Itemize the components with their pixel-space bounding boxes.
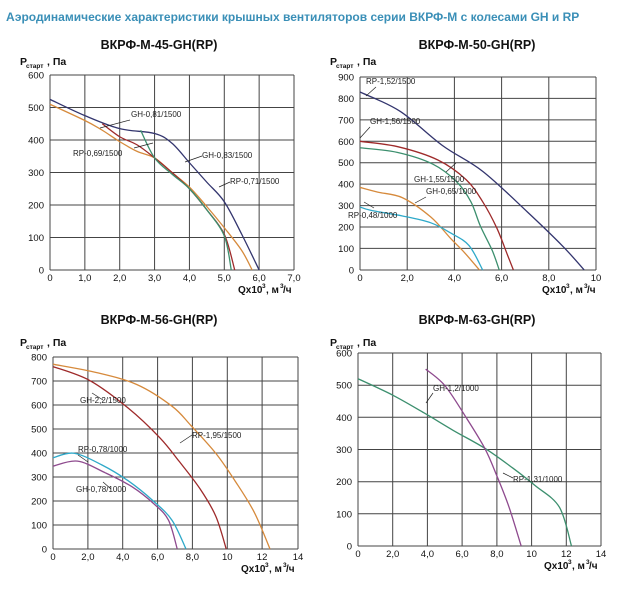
svg-text:6,0: 6,0: [495, 273, 508, 284]
svg-text:10: 10: [591, 273, 602, 284]
svg-text:0: 0: [50, 552, 55, 563]
svg-text:GH-0,81/1500: GH-0,81/1500: [131, 110, 182, 119]
svg-text:400: 400: [28, 136, 44, 147]
svg-text:200: 200: [336, 477, 352, 488]
svg-text:0: 0: [42, 545, 47, 556]
svg-text:GH-1,2/1000: GH-1,2/1000: [433, 384, 479, 393]
svg-text:2,0: 2,0: [386, 549, 399, 560]
svg-text:600: 600: [31, 401, 47, 412]
svg-text:, Па: , Па: [357, 337, 376, 349]
svg-text:, Па: , Па: [47, 56, 66, 68]
svg-text:0: 0: [349, 266, 354, 277]
svg-text:GH-0,83/1500: GH-0,83/1500: [202, 151, 253, 160]
svg-text:2,0: 2,0: [81, 552, 94, 563]
svg-text:Qx10: Qx10: [241, 564, 266, 575]
svg-text:500: 500: [28, 103, 44, 114]
svg-text:, м: , м: [572, 561, 585, 572]
svg-text:800: 800: [338, 94, 354, 105]
svg-text:0: 0: [47, 273, 52, 284]
svg-text:8,0: 8,0: [186, 552, 199, 563]
svg-text:400: 400: [31, 449, 47, 460]
svg-text:старт: старт: [26, 344, 43, 351]
svg-text:100: 100: [31, 521, 47, 532]
svg-text:RP-0,69/1500: RP-0,69/1500: [73, 149, 123, 158]
svg-text:700: 700: [31, 377, 47, 388]
svg-text:500: 500: [338, 158, 354, 169]
svg-text:400: 400: [336, 413, 352, 424]
svg-text:4,0: 4,0: [183, 273, 196, 284]
svg-text:300: 300: [336, 445, 352, 456]
svg-text:4,0: 4,0: [421, 549, 434, 560]
svg-text:, Па: , Па: [357, 56, 376, 68]
svg-text:400: 400: [338, 180, 354, 191]
svg-text:GH-0,65/1000: GH-0,65/1000: [426, 187, 477, 196]
svg-text:RP-0,48/1000: RP-0,48/1000: [348, 211, 398, 220]
svg-text:старт: старт: [26, 63, 43, 70]
svg-text:7,0: 7,0: [287, 273, 300, 284]
svg-text:6,0: 6,0: [455, 549, 468, 560]
svg-text:5,0: 5,0: [218, 273, 231, 284]
svg-text:GH-1,56/1500: GH-1,56/1500: [370, 117, 421, 126]
svg-text:, м: , м: [570, 285, 583, 296]
svg-text:4,0: 4,0: [448, 273, 461, 284]
svg-text:/ч: /ч: [286, 564, 295, 575]
svg-text:, Па: , Па: [47, 337, 66, 349]
svg-text:900: 900: [338, 73, 354, 84]
svg-text:600: 600: [336, 349, 352, 360]
svg-text:800: 800: [31, 353, 47, 364]
svg-text:/ч: /ч: [589, 561, 598, 572]
svg-text:/ч: /ч: [283, 285, 292, 296]
svg-text:0: 0: [39, 266, 44, 277]
svg-text:, м: , м: [266, 285, 279, 296]
svg-text:100: 100: [28, 233, 44, 244]
svg-text:0: 0: [357, 273, 362, 284]
svg-text:600: 600: [28, 71, 44, 82]
svg-text:Qx10: Qx10: [542, 285, 567, 296]
svg-text:8,0: 8,0: [490, 549, 503, 560]
svg-text:200: 200: [338, 223, 354, 234]
svg-text:RP-1,95/1500: RP-1,95/1500: [192, 431, 242, 440]
svg-text:8,0: 8,0: [542, 273, 555, 284]
svg-text:GH-2,2/1500: GH-2,2/1500: [80, 396, 126, 405]
svg-text:500: 500: [336, 381, 352, 392]
svg-text:RP-1,52/1500: RP-1,52/1500: [366, 77, 416, 86]
svg-text:/ч: /ч: [587, 285, 596, 296]
svg-text:14: 14: [293, 552, 304, 563]
svg-text:700: 700: [338, 115, 354, 126]
svg-text:2,0: 2,0: [113, 273, 126, 284]
svg-text:RP-0,71/1500: RP-0,71/1500: [230, 177, 280, 186]
svg-text:1,0: 1,0: [78, 273, 91, 284]
svg-text:4,0: 4,0: [116, 552, 129, 563]
svg-text:GH-1,55/1500: GH-1,55/1500: [414, 175, 465, 184]
svg-text:10: 10: [222, 552, 233, 563]
svg-text:2,0: 2,0: [401, 273, 414, 284]
svg-text:0: 0: [355, 549, 360, 560]
svg-text:14: 14: [596, 549, 607, 560]
svg-text:Qx10: Qx10: [544, 561, 569, 572]
svg-text:старт: старт: [336, 63, 353, 70]
svg-text:300: 300: [28, 168, 44, 179]
svg-text:600: 600: [338, 137, 354, 148]
svg-text:RP-1,31/1000: RP-1,31/1000: [513, 475, 563, 484]
svg-text:500: 500: [31, 425, 47, 436]
svg-text:3,0: 3,0: [148, 273, 161, 284]
svg-text:RP-0,78/1000: RP-0,78/1000: [78, 445, 128, 454]
svg-text:, м: , м: [269, 564, 282, 575]
svg-text:GH-0,78/1000: GH-0,78/1000: [76, 485, 127, 494]
svg-text:100: 100: [336, 509, 352, 520]
svg-text:Qx10: Qx10: [238, 285, 263, 296]
svg-text:200: 200: [28, 201, 44, 212]
svg-text:100: 100: [338, 244, 354, 255]
svg-text:10: 10: [526, 549, 537, 560]
svg-text:200: 200: [31, 497, 47, 508]
svg-text:0: 0: [347, 542, 352, 553]
svg-text:300: 300: [31, 473, 47, 484]
svg-text:6,0: 6,0: [151, 552, 164, 563]
